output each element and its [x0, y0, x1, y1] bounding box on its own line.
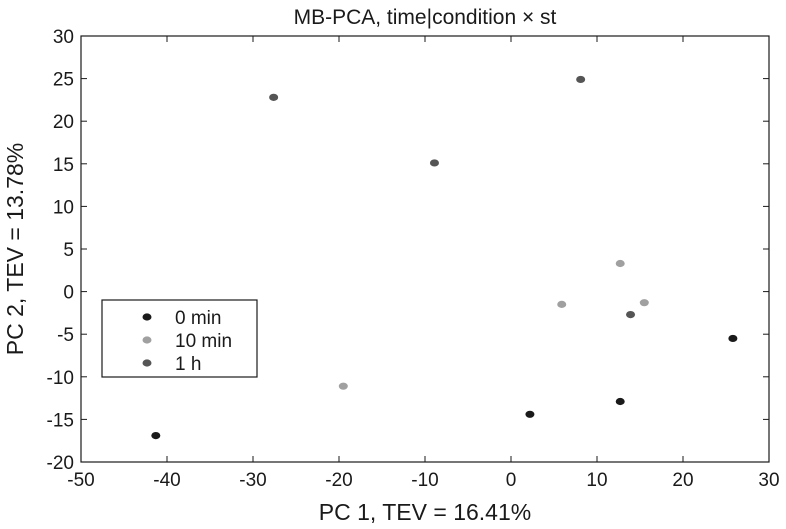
- data-point: [557, 300, 567, 308]
- data-point: [269, 93, 279, 101]
- y-tick-label: 25: [53, 70, 74, 91]
- x-tick-label: 10: [586, 470, 607, 491]
- data-point: [615, 397, 625, 406]
- data-point: [615, 259, 625, 268]
- y-tick-label: 10: [53, 197, 74, 218]
- data-point: [338, 382, 348, 390]
- x-axis-title: PC 1, TEV = 16.41%: [319, 499, 531, 525]
- legend-marker: [142, 336, 152, 344]
- y-tick-label: -5: [57, 325, 74, 346]
- x-tick-label: -40: [153, 470, 180, 491]
- y-tick-label: 5: [63, 240, 74, 261]
- data-point: [639, 299, 649, 307]
- legend-marker: [142, 359, 152, 367]
- y-tick-label: -10: [47, 368, 74, 389]
- x-tick-label: 20: [672, 470, 693, 491]
- y-tick-label: -20: [47, 453, 74, 474]
- y-tick-label: 15: [53, 155, 74, 176]
- x-tick-label: -50: [67, 470, 94, 491]
- legend-label: 0 min: [175, 308, 221, 329]
- data-point: [151, 431, 161, 440]
- legend-label: 1 h: [175, 354, 201, 375]
- legend-marker: [142, 313, 152, 321]
- x-tick-label: -20: [325, 470, 352, 491]
- axis-ticks: -50 -40 -30 -20 -10 0 10 20 30-20-15-10-50510152…: [47, 27, 780, 491]
- y-tick-label: -15: [47, 410, 74, 431]
- data-point: [576, 75, 586, 84]
- legend-label: 10 min: [175, 331, 232, 352]
- chart-title: MB-PCA, time|condition × st: [294, 6, 557, 29]
- x-tick-label: 0: [506, 470, 517, 491]
- data-point: [429, 159, 439, 167]
- data-point: [525, 410, 535, 418]
- x-tick-label: 30: [758, 470, 779, 491]
- data-points: [151, 75, 738, 440]
- plot-frame: [80, 35, 770, 463]
- x-tick-label: -30: [239, 470, 266, 491]
- y-tick-label: 20: [53, 112, 74, 133]
- data-point: [626, 311, 636, 319]
- data-point: [728, 334, 738, 343]
- y-axis-title: PC 2, TEV = 13.78%: [2, 143, 28, 355]
- y-tick-label: 30: [53, 27, 74, 48]
- legend-box: [101, 299, 258, 378]
- x-tick-label: -10: [411, 470, 438, 491]
- y-tick-label: 0: [63, 283, 74, 304]
